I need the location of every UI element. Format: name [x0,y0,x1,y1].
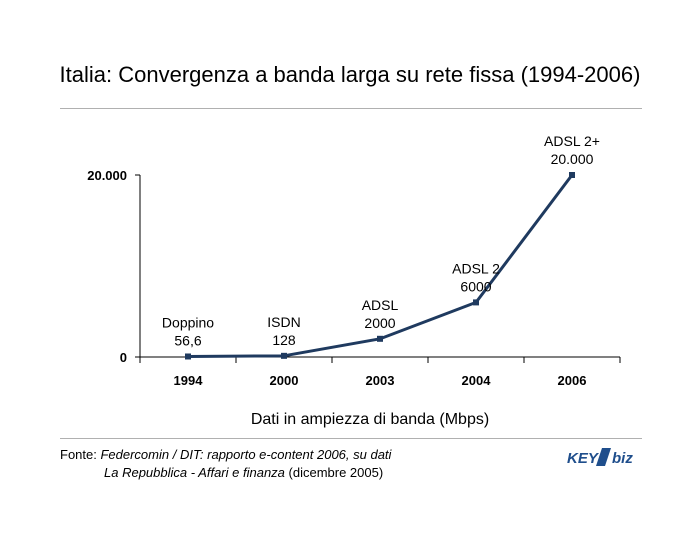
data-label-value: 128 [272,332,296,348]
data-label-value: 6000 [460,278,491,294]
title-divider [60,108,642,109]
x-tick-label: 2004 [462,373,492,388]
data-point [185,353,191,360]
data-label-value: 20.000 [551,151,594,167]
data-point [377,335,383,342]
data-label-name: ADSL 2+ [544,133,600,149]
y-tick-label: 0 [120,350,127,365]
footer-divider [60,438,642,439]
data-label-value: 56,6 [174,332,201,348]
logo-text-key: KEY [567,450,600,467]
data-label-name: ADSL 2 [452,260,500,276]
data-label-name: Doppino [162,314,214,330]
data-point [569,172,575,178]
data-label-name: ISDN [267,314,300,330]
x-tick-label: 1994 [174,373,204,388]
x-tick-label: 2006 [558,373,587,388]
source-note: Fonte: Federcomin / DIT: rapporto e-cont… [60,446,391,482]
x-tick-label: 2003 [366,373,395,388]
data-label-name: ADSL [362,297,399,313]
x-axis-label: Dati in ampiezza di banda (Mbps) [250,411,490,428]
source-line-2: La Repubblica - Affari e finanza [104,465,285,480]
data-label-value: 2000 [364,315,395,331]
key4biz-logo: KEY biz [567,448,633,467]
data-point [281,352,287,359]
source-line-1: Federcomin / DIT: rapporto e-content 200… [100,447,392,462]
line-chart: 0 20.000 1994 2000 2003 2004 2006 Doppino 56,6 IS… [87,133,621,388]
logo-text-biz: biz [612,450,633,467]
x-tick-label: 2000 [270,373,299,388]
source-date: (dicembre 2005) [284,465,384,480]
logo-mark [596,448,611,466]
data-point [473,299,479,306]
chart-title: Italia: Convergenza a banda larga su ret… [59,62,641,87]
y-tick-label: 20.000 [87,168,127,183]
source-prefix: Fonte: [60,447,101,462]
